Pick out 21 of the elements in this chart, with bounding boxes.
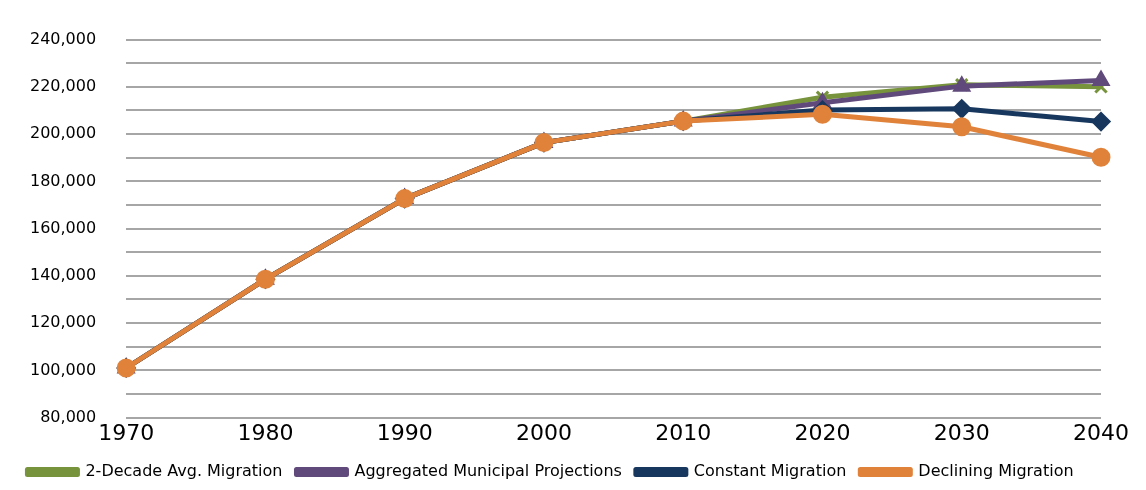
y-tick-label: 80,000 (40, 406, 97, 426)
x-tick-label: 2040 (1073, 419, 1129, 445)
y-tick-label: 200,000 (29, 123, 97, 143)
legend-label: 2-Decade Avg. Migration (85, 461, 283, 481)
y-tick-label: 120,000 (29, 312, 97, 332)
x-tick-label: 2020 (794, 419, 851, 445)
y-tick-label: 220,000 (29, 76, 97, 96)
legend-label: Declining Migration (918, 461, 1074, 481)
legend-label: Constant Migration (693, 461, 847, 481)
y-tick-label: 240,000 (29, 28, 97, 48)
y-tick-label: 160,000 (29, 217, 97, 237)
x-tick-label: 2030 (933, 419, 990, 445)
x-tick-label: 1980 (237, 419, 294, 445)
legend-label: Aggregated Municipal Projections (354, 461, 622, 481)
x-tick-label: 1990 (376, 419, 433, 445)
y-tick-label: 140,000 (29, 265, 97, 285)
x-tick-label: 2000 (515, 419, 572, 445)
y-tick-label: 180,000 (29, 170, 97, 190)
y-tick-label: 100,000 (29, 359, 97, 379)
x-tick-label: 2010 (655, 419, 712, 445)
x-tick-label: 1970 (98, 419, 155, 445)
